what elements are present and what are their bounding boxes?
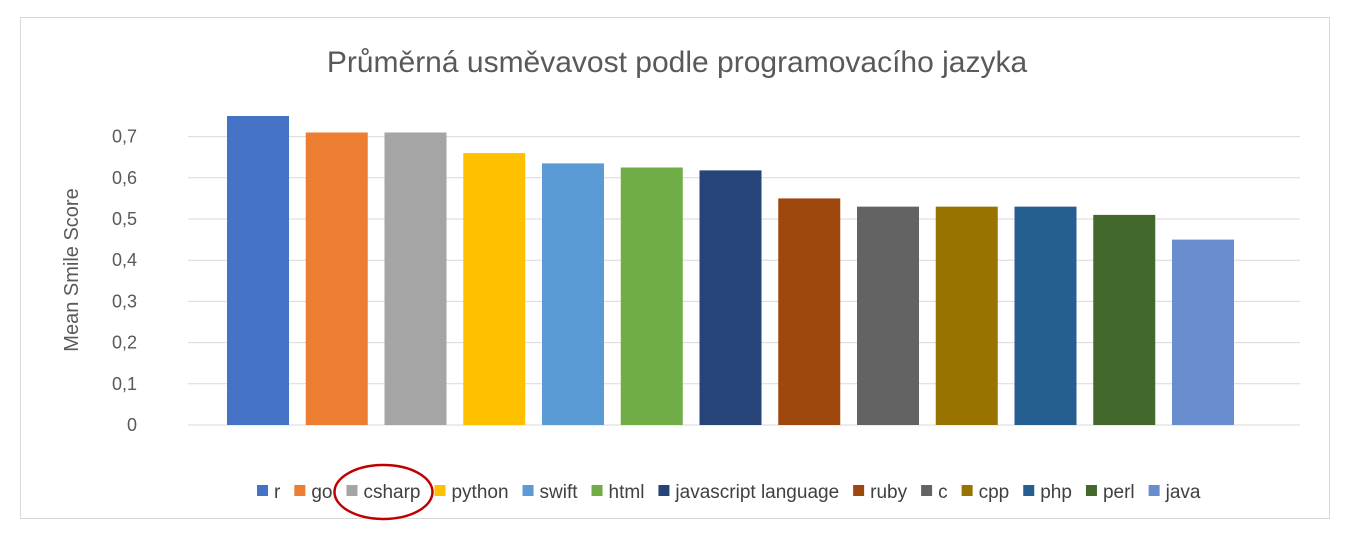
bar-swift xyxy=(542,163,604,425)
bar-go xyxy=(305,132,368,426)
legend-swatch-swift xyxy=(522,485,534,496)
bar-html xyxy=(620,167,683,425)
legend-swatch-python xyxy=(434,485,446,496)
bar-csharp xyxy=(384,132,447,426)
legend-swatch-r xyxy=(257,485,268,496)
legend-swatch-csharp xyxy=(346,485,358,496)
legend-label-java: java xyxy=(1165,482,1201,503)
legend: r go csharp python swift html javascript langu… xyxy=(257,482,1201,503)
y-tick-label: 0,5 xyxy=(112,209,137,229)
bar-javascript-language xyxy=(699,170,762,425)
legend-swatch-go xyxy=(294,485,306,496)
legend-swatch-perl xyxy=(1085,485,1097,496)
legend-label-go: go xyxy=(311,482,332,503)
bar-perl xyxy=(1093,214,1156,425)
bar-ruby xyxy=(778,198,841,425)
legend-label-perl: perl xyxy=(1103,482,1135,503)
legend-label-c: c xyxy=(938,482,948,503)
legend-label-cpp: cpp xyxy=(979,482,1010,503)
bar-r xyxy=(227,116,289,425)
bar-php xyxy=(1014,206,1077,425)
legend-label-python: python xyxy=(451,482,508,503)
annotation xyxy=(333,463,434,521)
legend-swatch-php xyxy=(1023,485,1035,496)
annotation-circle xyxy=(333,463,434,521)
legend-label-r: r xyxy=(274,482,281,503)
y-tick-label: 0,4 xyxy=(112,250,137,270)
legend-swatch-javascript-language xyxy=(658,485,670,496)
y-tick-label: 0,2 xyxy=(112,333,137,353)
y-tick-label: 0,6 xyxy=(112,168,137,188)
legend-swatch-ruby xyxy=(853,485,865,496)
legend-label-javascript-language: javascript language xyxy=(674,482,839,503)
legend-label-swift: swift xyxy=(540,482,579,503)
bars xyxy=(227,116,1234,426)
legend-swatch-c xyxy=(921,485,933,496)
y-axis-label: Mean Smile Score xyxy=(61,188,83,351)
legend-label-ruby: ruby xyxy=(870,482,907,503)
legend-label-php: php xyxy=(1040,482,1072,503)
bar-c xyxy=(857,206,919,425)
bar-java xyxy=(1172,239,1234,425)
bar-python xyxy=(463,153,526,425)
legend-swatch-java xyxy=(1148,485,1160,496)
legend-swatch-cpp xyxy=(961,485,973,496)
legend-swatch-html xyxy=(591,485,603,496)
y-tick-label: 0 xyxy=(127,415,137,435)
bar-cpp xyxy=(935,206,998,425)
y-tick-label: 0,1 xyxy=(112,374,137,394)
y-tick-label: 0,7 xyxy=(112,127,137,147)
y-tick-label: 0,3 xyxy=(112,291,137,311)
legend-label-html: html xyxy=(609,482,645,503)
chart-title: Průměrná usměvavost podle programovacího… xyxy=(327,46,1028,79)
legend-label-csharp: csharp xyxy=(363,482,420,503)
y-tick-labels: 0 0,1 0,2 0,3 0,4 0,5 0,6 0,7 xyxy=(112,127,137,435)
